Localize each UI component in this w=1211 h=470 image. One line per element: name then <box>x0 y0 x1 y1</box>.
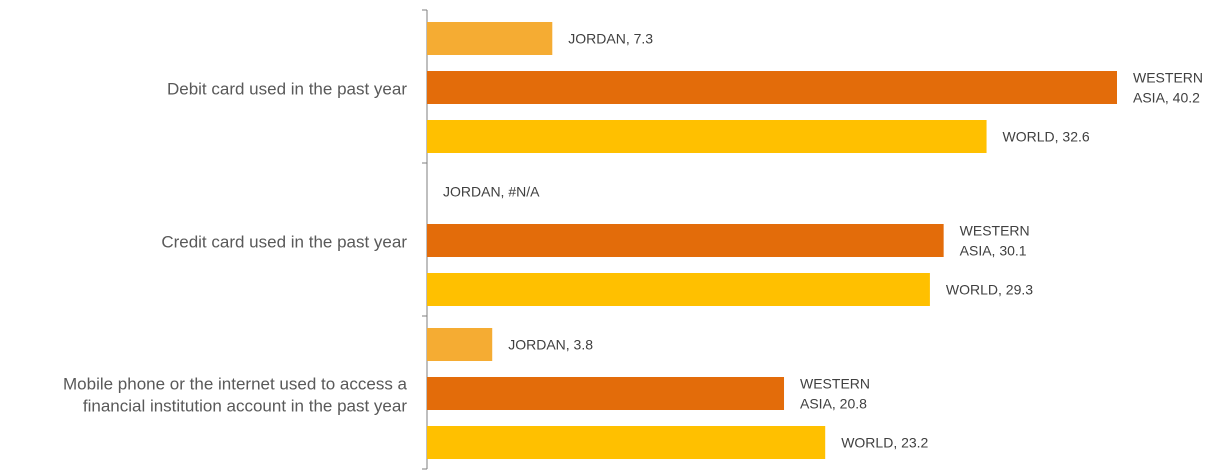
data-label-line: WORLD, 29.3 <box>946 282 1033 298</box>
bar-world <box>427 273 930 306</box>
category-label-line: Mobile phone or the internet used to acc… <box>63 375 408 394</box>
data-label-line: WESTERN <box>1133 70 1203 86</box>
data-label-line: WORLD, 32.6 <box>1003 129 1090 145</box>
data-label: WESTERN ASIA, 20.8 <box>800 376 870 412</box>
data-label: JORDAN, 7.3 <box>568 31 653 47</box>
data-label-line: JORDAN, 3.8 <box>508 337 593 353</box>
bar-world <box>427 120 987 153</box>
data-label-line: ASIA, 30.1 <box>960 243 1027 259</box>
bar-world <box>427 426 826 459</box>
data-label: JORDAN, 3.8 <box>508 337 593 353</box>
data-label-line: ASIA, 20.8 <box>800 396 867 412</box>
data-label: WORLD, 32.6 <box>1003 129 1090 145</box>
bar-western-asia <box>427 71 1117 104</box>
data-label-line: WESTERN <box>960 223 1030 239</box>
bar-western-asia <box>427 224 944 257</box>
category-label: Credit card used in the past year <box>161 233 407 252</box>
data-label-line: ASIA, 40.2 <box>1133 90 1200 106</box>
data-label: WORLD, 29.3 <box>946 282 1033 298</box>
data-label: WESTERN ASIA, 30.1 <box>960 223 1030 259</box>
category-label: Debit card used in the past year <box>167 80 407 99</box>
data-label-line: WORLD, 23.2 <box>841 435 928 451</box>
category-label-line: financial institution account in the pas… <box>83 397 407 416</box>
data-label: WORLD, 23.2 <box>841 435 928 451</box>
data-label: JORDAN, #N/A <box>443 184 540 200</box>
category-label-line: Debit card used in the past year <box>167 80 407 99</box>
data-label-line: JORDAN, #N/A <box>443 184 540 200</box>
category-label: Mobile phone or the internet used to acc… <box>63 375 408 416</box>
bar-jordan <box>427 328 493 361</box>
data-label-line: JORDAN, 7.3 <box>568 31 653 47</box>
data-label: WESTERN ASIA, 40.2 <box>1133 70 1203 106</box>
bar-western-asia <box>427 377 785 410</box>
bar-jordan <box>427 22 553 55</box>
category-label-line: Credit card used in the past year <box>161 233 407 252</box>
data-label-line: WESTERN <box>800 376 870 392</box>
